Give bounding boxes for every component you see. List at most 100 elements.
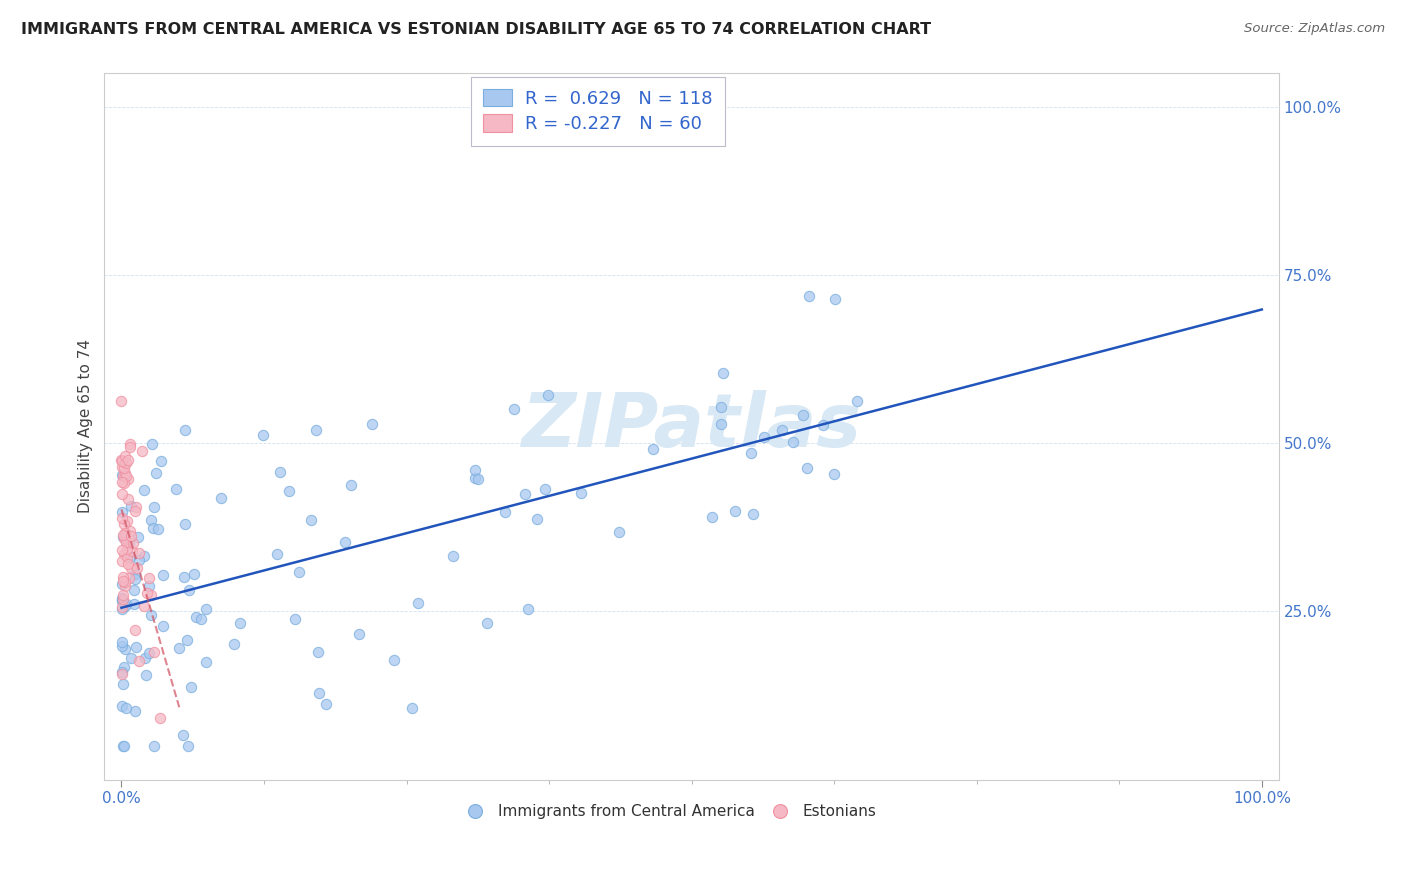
Point [176, 632, 198, 647]
Point [229, 615, 252, 630]
Point [464, 470, 486, 484]
Point [534, 483, 557, 497]
Point [125, 640, 148, 654]
Point [138, 579, 160, 593]
Point [128, 546, 150, 560]
Point [124, 567, 146, 582]
Point [609, 524, 631, 539]
Point [135, 668, 157, 682]
Point [124, 572, 146, 586]
Point [770, 423, 793, 437]
Point [115, 701, 138, 715]
Point [222, 637, 245, 651]
Point [165, 482, 187, 496]
Point [782, 434, 804, 449]
Point [111, 468, 134, 483]
Point [114, 526, 136, 541]
Point [146, 522, 169, 536]
Point [111, 475, 134, 489]
Point [752, 430, 775, 444]
Point [464, 462, 486, 476]
Point [134, 651, 156, 665]
Point [124, 500, 146, 515]
Point [118, 537, 141, 551]
Point [114, 467, 136, 481]
Point [537, 388, 560, 402]
Point [709, 400, 731, 414]
Point [115, 469, 138, 483]
Point [111, 543, 134, 558]
Point [114, 597, 136, 611]
Point [112, 739, 135, 753]
Point [823, 467, 845, 481]
Point [167, 641, 190, 656]
Point [111, 599, 134, 614]
Point [118, 437, 141, 451]
Point [120, 651, 142, 665]
Point [118, 441, 141, 455]
Point [134, 549, 156, 563]
Point [112, 659, 135, 673]
Point [121, 544, 143, 558]
Point [284, 612, 307, 626]
Point [307, 645, 329, 659]
Point [797, 289, 820, 303]
Point [111, 635, 134, 649]
Text: IMMIGRANTS FROM CENTRAL AMERICA VS ESTONIAN DISABILITY AGE 65 TO 74 CORRELATION : IMMIGRANTS FROM CENTRAL AMERICA VS ESTON… [21, 22, 931, 37]
Point [308, 686, 330, 700]
Text: ZIPatlas: ZIPatlas [522, 390, 862, 463]
Point [110, 698, 132, 713]
Point [122, 583, 145, 598]
Point [401, 700, 423, 714]
Point [792, 408, 814, 422]
Point [128, 654, 150, 668]
Point [127, 561, 149, 575]
Point [111, 676, 134, 690]
Point [184, 609, 207, 624]
Point [112, 588, 135, 602]
Point [112, 461, 135, 475]
Point [115, 515, 138, 529]
Point [111, 510, 134, 524]
Point [142, 645, 165, 659]
Point [111, 468, 134, 483]
Point [117, 453, 139, 467]
Point [120, 499, 142, 513]
Point [111, 530, 134, 544]
Point [150, 454, 173, 468]
Point [526, 512, 548, 526]
Point [152, 567, 174, 582]
Point [115, 535, 138, 549]
Point [110, 487, 132, 501]
Point [190, 612, 212, 626]
Point [141, 437, 163, 451]
Point [118, 524, 141, 538]
Point [124, 704, 146, 718]
Point [340, 477, 363, 491]
Point [333, 534, 356, 549]
Point [813, 418, 835, 433]
Point [112, 739, 135, 753]
Point [122, 597, 145, 611]
Point [173, 424, 195, 438]
Point [120, 560, 142, 574]
Point [114, 599, 136, 613]
Point [127, 530, 149, 544]
Point [120, 549, 142, 564]
Point [143, 500, 166, 514]
Point [112, 517, 135, 532]
Point [117, 571, 139, 585]
Point [305, 423, 328, 437]
Point [117, 558, 139, 572]
Y-axis label: Disability Age 65 to 74: Disability Age 65 to 74 [79, 339, 93, 513]
Point [114, 579, 136, 593]
Point [177, 582, 200, 597]
Point [299, 513, 322, 527]
Point [124, 624, 146, 638]
Point [503, 402, 526, 417]
Point [173, 569, 195, 583]
Point [183, 566, 205, 581]
Point [796, 461, 818, 475]
Point [278, 484, 301, 499]
Point [112, 527, 135, 541]
